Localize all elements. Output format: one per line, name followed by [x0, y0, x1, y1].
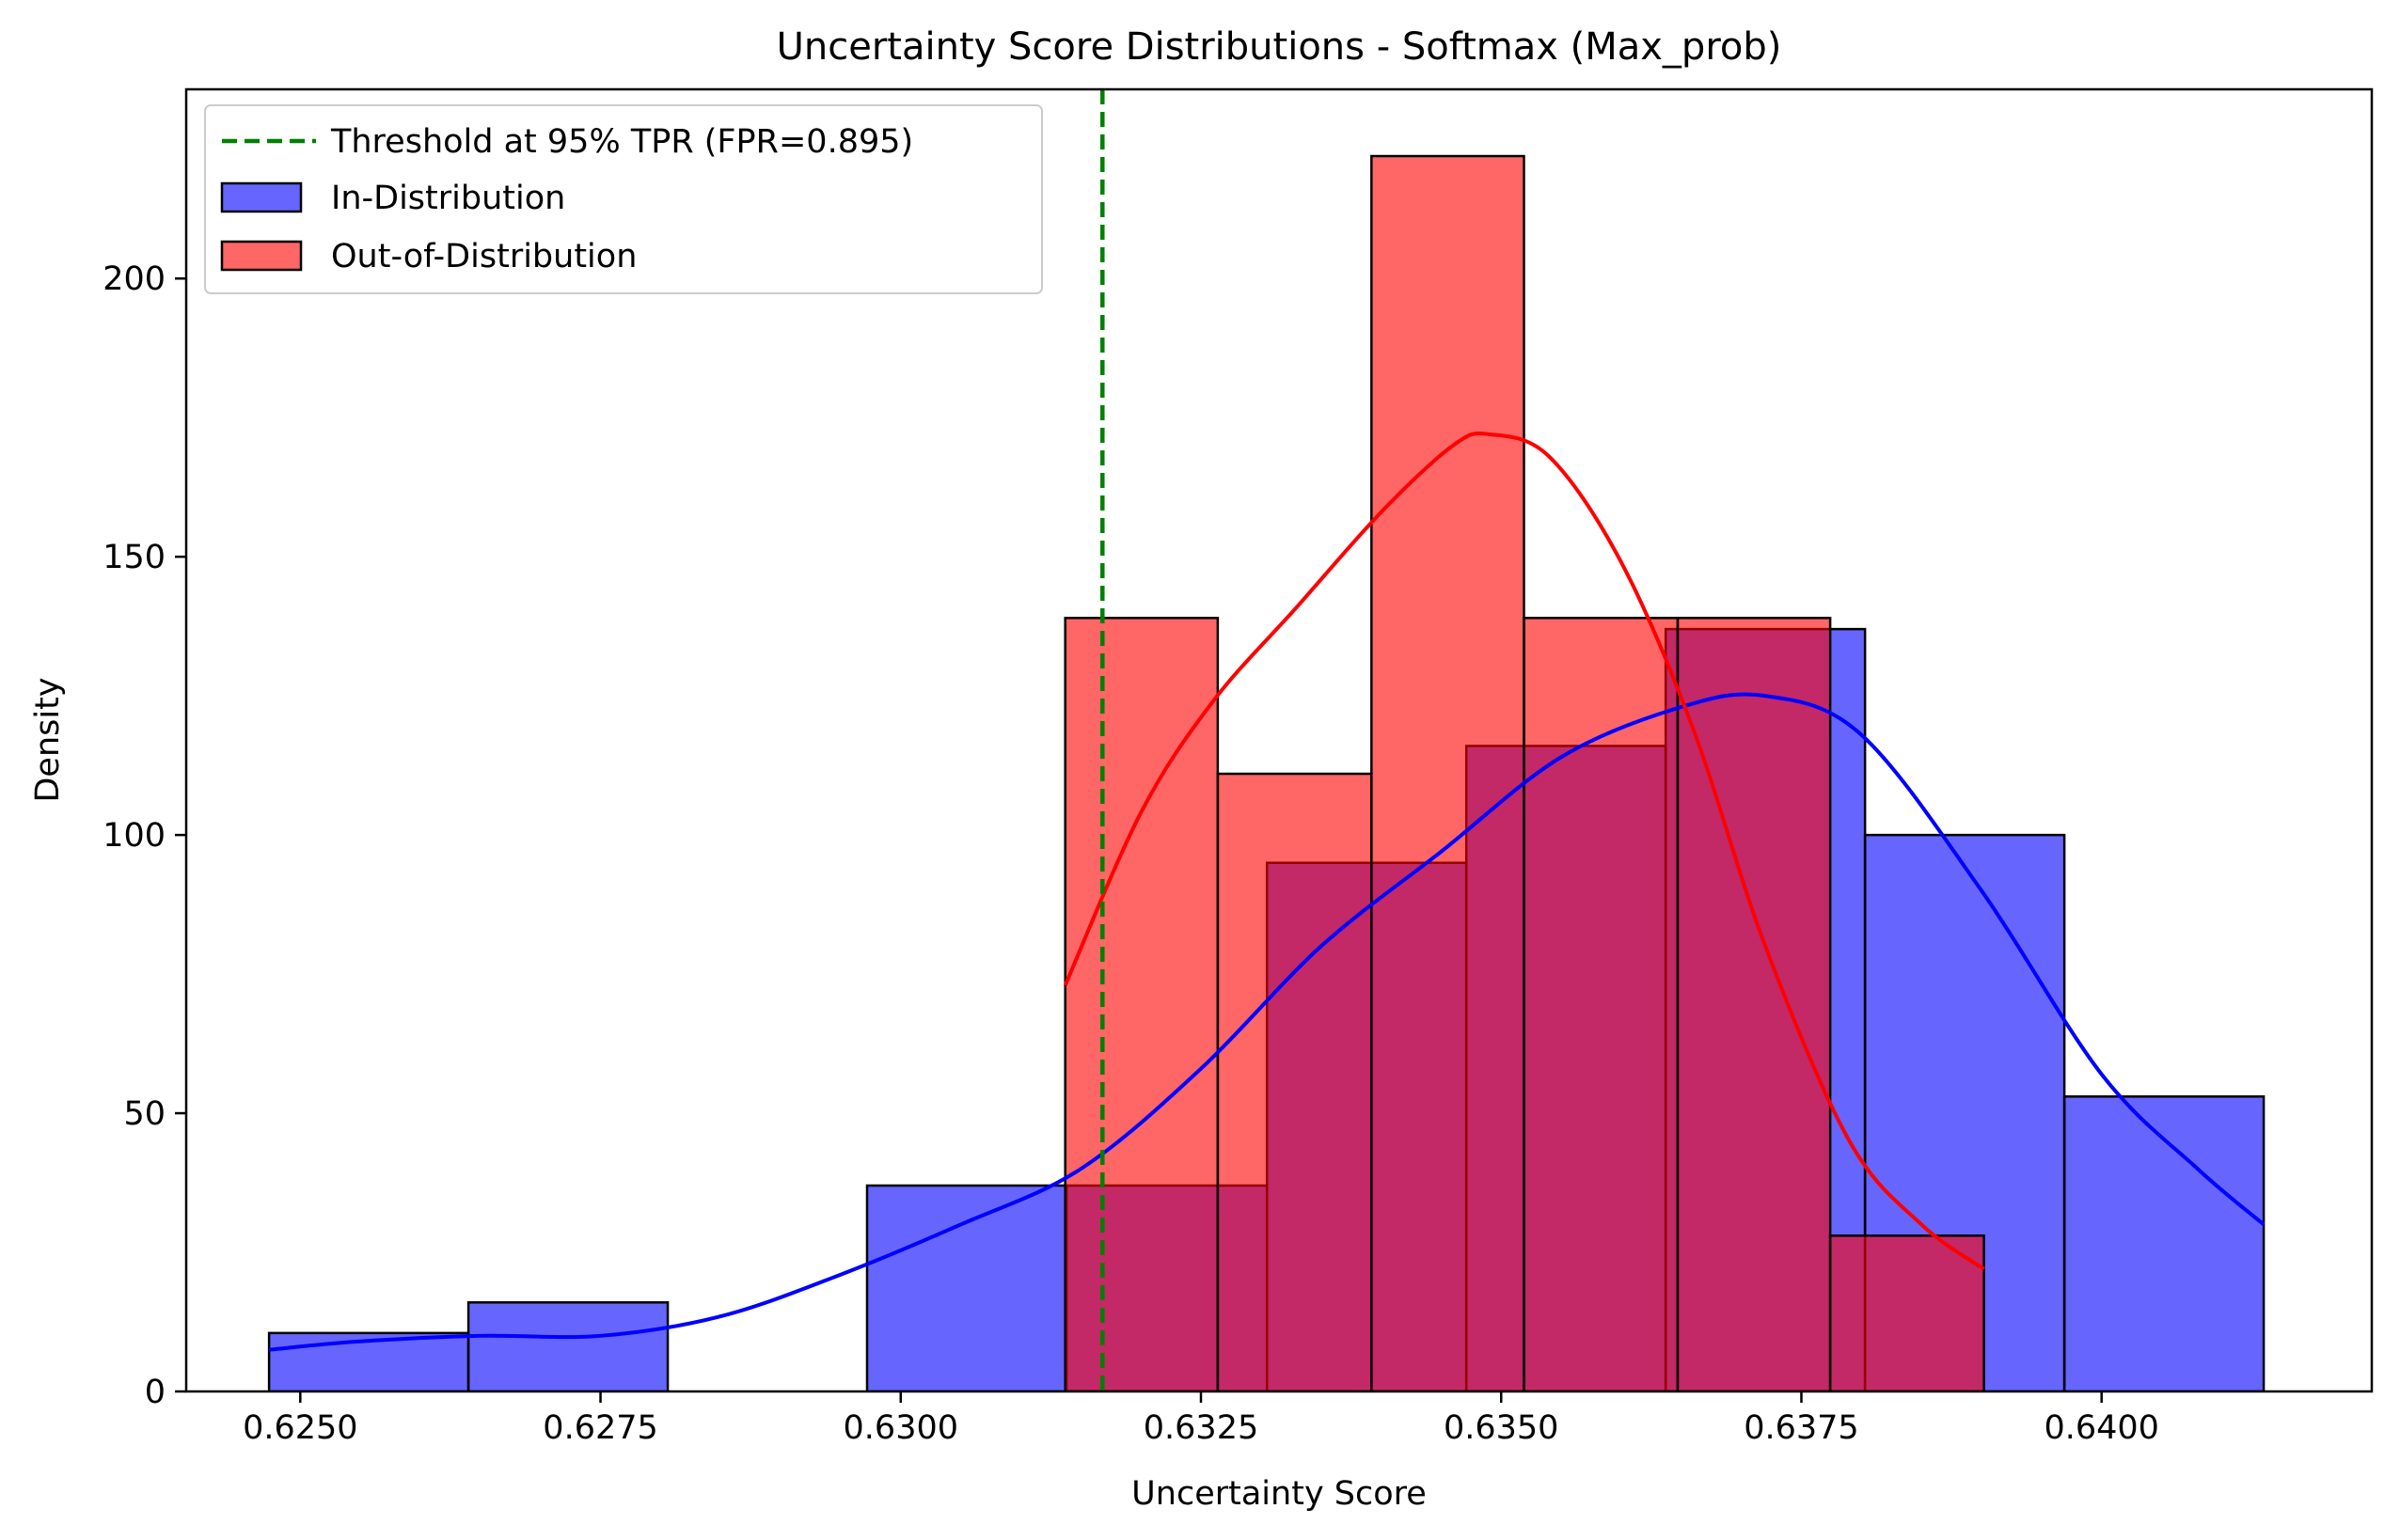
out-of-distribution-bar: [1370, 154, 1525, 1391]
in-distribution-bar: [865, 1184, 1068, 1391]
legend-box: [204, 104, 1043, 294]
y-axis-label: Density: [29, 677, 67, 802]
out-of-distribution-bar: [1523, 617, 1680, 1391]
y-tick-label: 150: [103, 539, 166, 576]
legend-in-distribution-label: In-Distribution: [331, 180, 565, 217]
x-tick-label: 0.6325: [1144, 1409, 1258, 1447]
x-tick-label: 0.6350: [1444, 1409, 1558, 1447]
x-tick-label: 0.6275: [543, 1409, 657, 1447]
out-of-distribution-bar: [1676, 617, 1832, 1391]
legend-out-of-distribution-label: Out-of-Distribution: [331, 238, 637, 275]
legend-out-of-distribution-swatch: [220, 240, 303, 272]
in-distribution-bar: [466, 1301, 670, 1391]
out-of-distribution-bar: [1064, 617, 1220, 1391]
in-distribution-bar: [2062, 1095, 2266, 1391]
out-of-distribution-bar: [1216, 772, 1373, 1391]
out-of-distribution-bar: [1828, 1234, 1985, 1391]
x-tick-label: 0.6400: [2044, 1409, 2158, 1447]
y-tick-label: 100: [103, 817, 166, 855]
x-tick-label: 0.6250: [243, 1409, 357, 1447]
y-tick-label: 50: [123, 1095, 166, 1133]
y-tick-label: 0: [145, 1374, 166, 1411]
x-tick-label: 0.6375: [1744, 1409, 1858, 1447]
chart-title: Uncertainty Score Distributions - Softma…: [777, 25, 1782, 69]
out-of-distribution-bars: [1064, 154, 1985, 1391]
in-distribution-bar: [267, 1331, 470, 1391]
y-axis-ticks: 0 50 100 150 200: [103, 260, 186, 1411]
x-axis-ticks: 0.6250 0.6275 0.6300 0.6325 0.6350 0.6375 0.64…: [243, 1391, 2159, 1447]
in-distribution-kde-line: [268, 692, 2266, 1352]
y-tick-label: 200: [103, 260, 166, 298]
legend: Threshold at 95% TPR (FPR=0.895) In-Dist…: [204, 104, 1043, 294]
legend-in-distribution-swatch: [220, 181, 303, 213]
legend-threshold-label: Threshold at 95% TPR (FPR=0.895): [330, 123, 913, 161]
plot-frame: [184, 87, 2374, 1393]
out-of-distribution-kde-line: [1063, 432, 1985, 1271]
x-axis-label: Uncertainty Score: [1131, 1475, 1427, 1513]
x-tick-label: 0.6300: [844, 1409, 958, 1447]
